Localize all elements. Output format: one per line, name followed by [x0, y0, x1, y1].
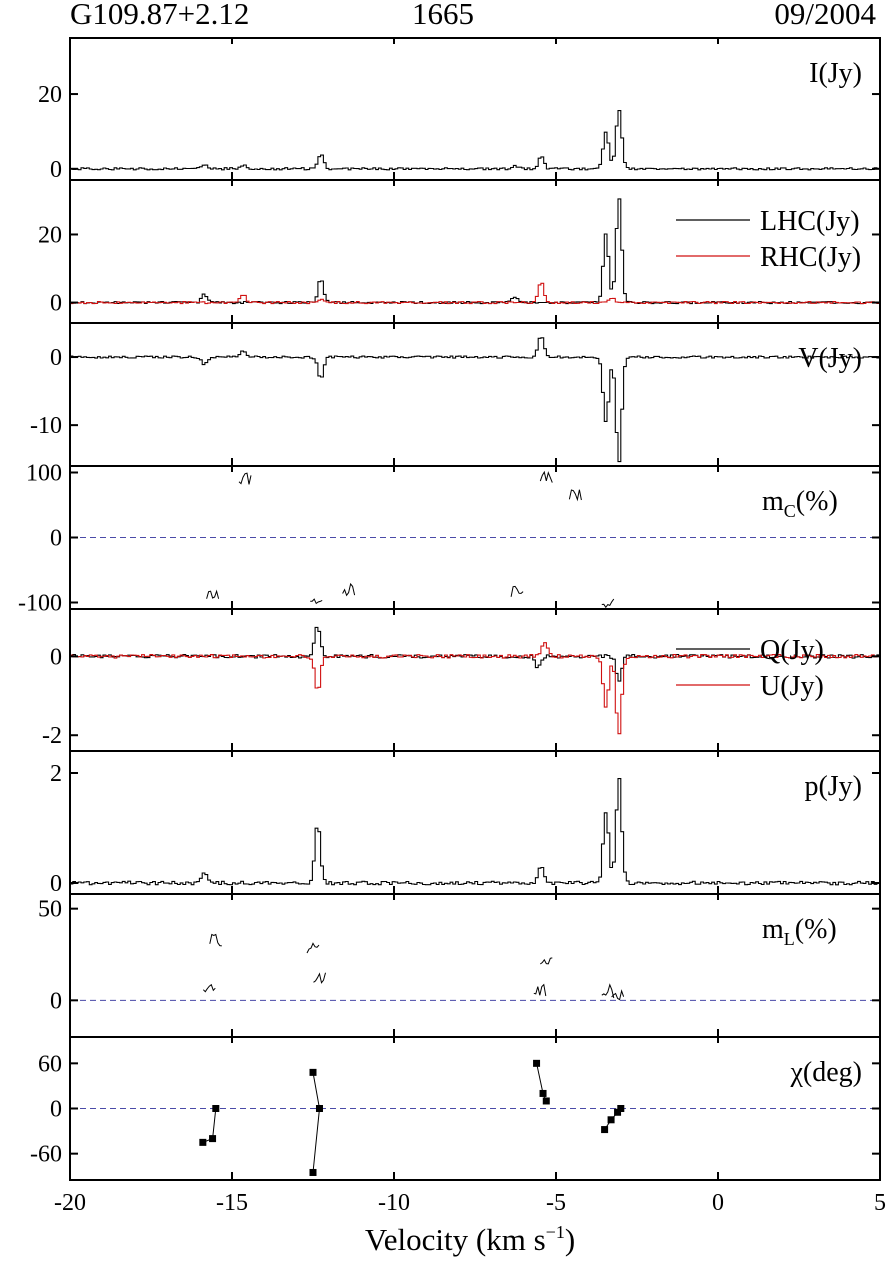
y-tick-label: 0 — [50, 157, 62, 183]
panel-label: χ(deg) — [789, 1057, 862, 1088]
fractional-polarization-segment — [310, 598, 323, 605]
fractional-polarization-segment — [202, 983, 216, 993]
source-name: G109.87+2.12 — [70, 0, 250, 31]
chi-data-point — [309, 1168, 317, 1176]
panel-4: 100 0 -100 mC(%) — [18, 461, 881, 617]
fractional-polarization-segment — [342, 582, 356, 597]
y-tick-label: 0 — [50, 988, 62, 1014]
fractional-polarization-segment — [568, 489, 582, 502]
x-tick-label: -20 — [54, 1190, 86, 1216]
fractional-polarization-segment — [209, 933, 222, 947]
chi-data-point — [533, 1059, 541, 1067]
y-tick-label: 20 — [38, 82, 62, 108]
fractional-polarization-segment — [313, 972, 326, 984]
y-tick-label: 0 — [50, 644, 62, 670]
y-tick-label: -10 — [30, 413, 62, 439]
x-axis-label: Velocity (km s−1) — [364, 1222, 576, 1257]
y-tick-label: -60 — [30, 1142, 62, 1168]
panel-frame — [69, 750, 881, 895]
y-tick-label: 50 — [38, 897, 62, 923]
y-tick-label: 60 — [38, 1051, 62, 1077]
x-tick-label: 5 — [874, 1190, 886, 1216]
chi-data-point — [315, 1105, 323, 1112]
chi-data-point — [309, 1068, 317, 1076]
y-tick-label: -100 — [18, 591, 62, 617]
panel-6: 2 0 p(Jy) — [50, 750, 881, 897]
date-label: 09/2004 — [774, 0, 876, 31]
panel-label: p(Jy) — [804, 771, 862, 802]
x-tick-label: -10 — [378, 1190, 410, 1216]
fractional-polarization-segment — [238, 472, 252, 485]
fractional-polarization-segment — [510, 585, 524, 597]
legend-label: RHC(Jy) — [760, 242, 861, 273]
fractional-polarization-segment — [206, 589, 220, 599]
series-2-line — [70, 282, 881, 305]
y-tick-label: 20 — [38, 222, 62, 248]
chi-data-point — [542, 1097, 550, 1105]
fractional-polarization-segment — [539, 470, 553, 483]
y-tick-label: 2 — [50, 761, 62, 787]
panel-5: 0 -2 Q(Jy) U(Jy) — [42, 608, 881, 752]
x-tick-label: -5 — [546, 1190, 566, 1216]
chi-data-point — [617, 1105, 625, 1112]
series-1-line — [70, 778, 881, 886]
chi-data-point — [212, 1105, 220, 1112]
chi-data-point — [539, 1089, 547, 1097]
y-tick-label: 0 — [50, 871, 62, 897]
legend-label: Q(Jy) — [760, 635, 824, 666]
panel-8: 60 0 -60 χ(deg) — [30, 1036, 881, 1181]
panel-label: mC(%) — [762, 486, 838, 521]
chi-data-point — [209, 1135, 217, 1143]
chi-data-point — [199, 1138, 207, 1146]
panel-frame — [69, 608, 881, 752]
fractional-polarization-segment — [601, 983, 615, 999]
panel-3: 0 -10 V(Jy) — [30, 322, 881, 467]
panel-frame — [69, 322, 881, 467]
frequency-label: 1665 — [412, 0, 474, 31]
fractional-polarization-segment — [601, 598, 615, 609]
panel-1: 0 20 I(Jy) — [38, 37, 881, 183]
chi-data-point — [607, 1116, 615, 1124]
series-1-line — [70, 337, 881, 463]
panel-label: V(Jy) — [798, 343, 862, 374]
panel-label: mL(%) — [762, 914, 837, 949]
chi-connector — [312, 1072, 321, 1173]
y-tick-label: 0 — [50, 1097, 62, 1123]
panel-frame — [69, 893, 881, 1038]
y-tick-label: -2 — [42, 723, 62, 749]
y-tick-label: 0 — [50, 345, 62, 371]
series-1-line — [70, 626, 881, 682]
x-tick-label: -15 — [216, 1190, 248, 1216]
panel-7: 50 0 mL(%) — [38, 893, 881, 1038]
y-tick-label: 100 — [26, 461, 62, 487]
legend-label: U(Jy) — [760, 671, 824, 702]
fractional-polarization-segment — [611, 989, 625, 1001]
fractional-polarization-segment — [306, 942, 320, 954]
chi-data-point — [614, 1108, 622, 1116]
y-tick-label: 0 — [50, 291, 62, 317]
y-tick-label: 0 — [50, 526, 62, 552]
legend-label: LHC(Jy) — [760, 206, 860, 237]
chi-data-point — [601, 1126, 609, 1134]
panel-2: 0 20 LHC(Jy) RHC(Jy) — [38, 179, 881, 324]
series-2-line — [70, 642, 881, 735]
series-1-line — [70, 110, 881, 171]
x-tick-label: 0 — [712, 1190, 724, 1216]
fractional-polarization-segment — [533, 983, 547, 997]
panel-label: I(Jy) — [809, 58, 862, 89]
fractional-polarization-segment — [540, 957, 553, 965]
panel-frame — [69, 37, 881, 181]
series-1-line — [70, 198, 881, 305]
